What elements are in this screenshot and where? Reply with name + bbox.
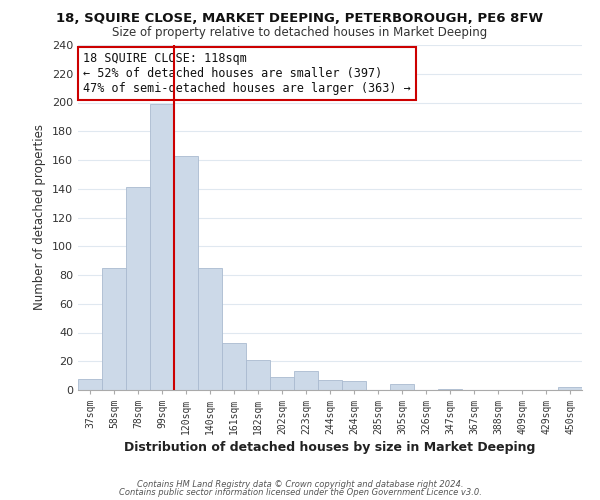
Bar: [102, 268, 126, 390]
Bar: [174, 156, 198, 390]
Bar: [78, 378, 102, 390]
Bar: [198, 268, 222, 390]
Bar: [438, 388, 462, 390]
Bar: [558, 387, 582, 390]
Text: 18 SQUIRE CLOSE: 118sqm
← 52% of detached houses are smaller (397)
47% of semi-d: 18 SQUIRE CLOSE: 118sqm ← 52% of detache…: [83, 52, 411, 95]
Y-axis label: Number of detached properties: Number of detached properties: [34, 124, 46, 310]
Bar: [246, 360, 270, 390]
Bar: [270, 377, 294, 390]
Bar: [294, 372, 318, 390]
Bar: [318, 380, 342, 390]
Bar: [150, 104, 174, 390]
Bar: [222, 342, 246, 390]
Bar: [126, 188, 150, 390]
Text: 18, SQUIRE CLOSE, MARKET DEEPING, PETERBOROUGH, PE6 8FW: 18, SQUIRE CLOSE, MARKET DEEPING, PETERB…: [56, 12, 544, 26]
Bar: [390, 384, 414, 390]
X-axis label: Distribution of detached houses by size in Market Deeping: Distribution of detached houses by size …: [124, 441, 536, 454]
Text: Contains HM Land Registry data © Crown copyright and database right 2024.: Contains HM Land Registry data © Crown c…: [137, 480, 463, 489]
Bar: [342, 382, 366, 390]
Text: Size of property relative to detached houses in Market Deeping: Size of property relative to detached ho…: [112, 26, 488, 39]
Text: Contains public sector information licensed under the Open Government Licence v3: Contains public sector information licen…: [119, 488, 481, 497]
